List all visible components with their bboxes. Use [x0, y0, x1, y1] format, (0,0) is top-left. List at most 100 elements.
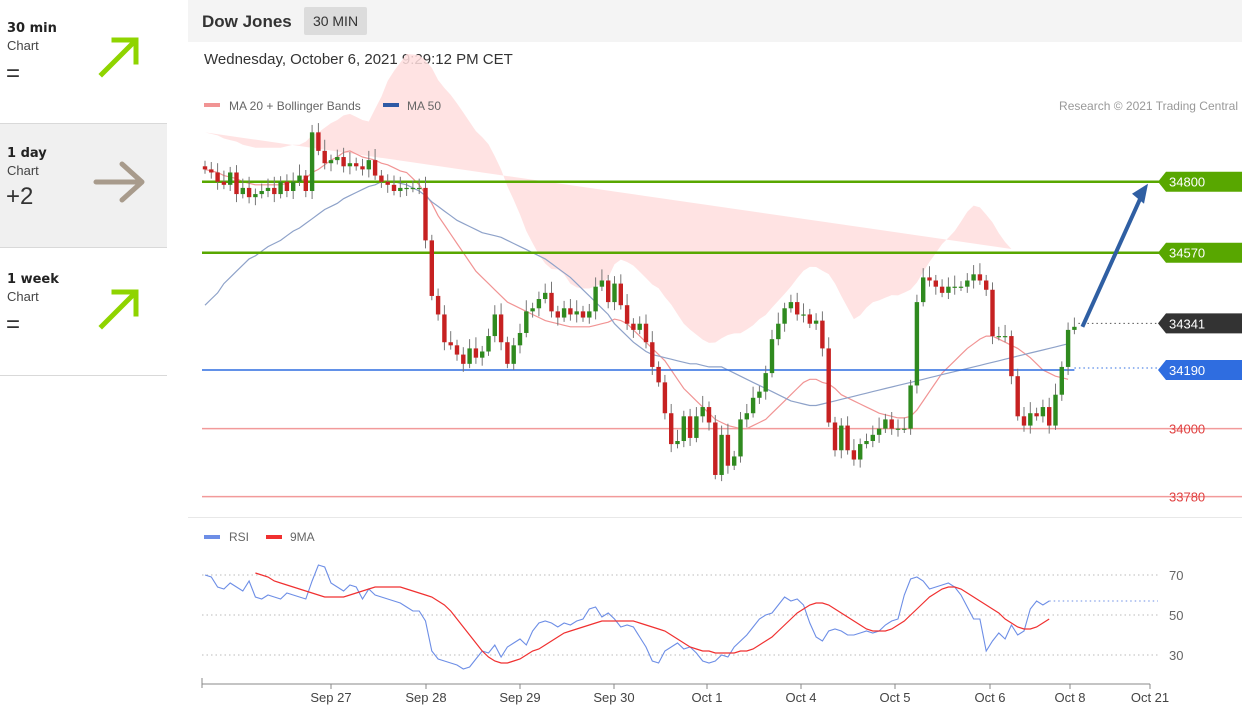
candle-body	[902, 428, 907, 430]
candle-body	[807, 314, 812, 324]
candle-body	[328, 160, 334, 164]
sidebar-item-1week[interactable]: 1 week Chart =	[0, 248, 167, 376]
candle-body	[1015, 376, 1020, 417]
forecast-arrow-head	[1132, 183, 1148, 204]
time-axis-label: Sep 27	[310, 690, 351, 705]
support-level-label: 34000	[1169, 422, 1205, 437]
candle-body	[303, 175, 308, 191]
candle-body	[587, 311, 592, 318]
rsi-tick-label: 30	[1169, 648, 1183, 663]
candle-body	[555, 311, 560, 318]
resistance-level-label: 34800	[1169, 175, 1205, 190]
sidebar: 30 min Chart = 1 day Chart +2 1 week Cha…	[0, 0, 167, 376]
candle-body	[908, 385, 913, 429]
ma9-legend-label: 9MA	[290, 530, 315, 544]
rsi-tick-label: 70	[1169, 568, 1183, 583]
candle-body	[372, 160, 378, 176]
candle-body	[1040, 407, 1046, 417]
candle-body	[398, 187, 403, 191]
candle-body	[990, 289, 995, 337]
resistance-level-label: 34570	[1169, 246, 1205, 261]
sidebar-period-label: 30 min	[7, 21, 57, 36]
candle-body	[429, 240, 434, 296]
candle-body	[360, 166, 365, 170]
candle-body	[316, 132, 321, 151]
candle-body	[246, 187, 252, 198]
pivot-level-label: 34190	[1169, 363, 1205, 378]
candle-body	[864, 441, 869, 445]
candle-body	[410, 187, 416, 190]
candle-body	[883, 419, 888, 429]
candle-body	[813, 320, 819, 324]
candle-body	[322, 150, 327, 164]
candle-body	[845, 425, 850, 451]
candle-body	[732, 456, 737, 466]
candle-body	[675, 441, 680, 445]
candle-body	[467, 348, 472, 364]
candle-body	[492, 314, 497, 337]
candle-body	[347, 163, 353, 167]
candle-body	[1065, 329, 1071, 367]
candle-body	[769, 339, 775, 374]
candle-body	[977, 274, 983, 281]
bollinger-band	[205, 53, 1012, 343]
time-axis-label: Oct 5	[879, 690, 910, 705]
ma20-line	[204, 150, 1069, 430]
ma50-legend-swatch	[383, 103, 399, 107]
candle-body	[826, 348, 831, 423]
instrument-title: Dow Jones	[202, 12, 292, 31]
candle-body	[839, 425, 844, 451]
candle-body	[725, 434, 731, 466]
time-axis-label: Oct 4	[785, 690, 816, 705]
sidebar-item-30min[interactable]: 30 min Chart =	[0, 0, 167, 124]
sidebar-period-label: 1 day	[7, 146, 47, 161]
candle-body	[454, 345, 460, 355]
candle-body	[234, 172, 239, 195]
candle-body	[341, 157, 346, 167]
candle-body	[404, 187, 409, 190]
candle-body	[278, 181, 283, 195]
time-axis-label: Oct 8	[1054, 690, 1085, 705]
candle-body	[687, 416, 693, 438]
candle-body	[209, 169, 214, 173]
candle-body	[379, 175, 384, 182]
candle-body	[473, 348, 479, 358]
candle-body	[448, 342, 453, 346]
candle-body	[820, 320, 825, 349]
candle-body	[801, 314, 806, 316]
time-axis: Sep 27 Sep 28 Sep 29 Sep 30 Oct 1 Oct 4 Oct 5 O…	[201, 678, 1169, 705]
sidebar-sub-label: Chart	[7, 163, 39, 178]
candle-body	[618, 283, 623, 306]
candle-body	[933, 280, 938, 287]
sidebar-item-1day[interactable]: 1 day Chart +2	[0, 124, 167, 248]
candle-body	[354, 163, 359, 167]
candle-body	[984, 280, 989, 290]
candle-body	[536, 299, 542, 309]
candle-body	[921, 277, 926, 303]
timeframe-badge[interactable]: 30 MIN	[304, 7, 367, 35]
candle-body	[939, 286, 945, 293]
candle-body	[946, 286, 951, 293]
sidebar-period-label: 1 week	[7, 272, 59, 287]
sidebar-sub-label: Chart	[7, 289, 39, 304]
candle-body	[914, 302, 920, 386]
bollinger-band-area	[205, 53, 1012, 343]
candle-body	[215, 172, 220, 182]
time-axis-label: Oct 1	[691, 690, 722, 705]
rsi-legend-label: RSI	[229, 530, 249, 544]
resistance-level-tag	[1158, 242, 1242, 263]
candle-body	[889, 419, 894, 429]
candle-body	[876, 428, 882, 435]
candle-body	[297, 175, 302, 182]
time-axis-label: Sep 29	[499, 690, 540, 705]
candles	[202, 123, 1077, 482]
candle-body	[284, 181, 290, 191]
candle-body	[669, 413, 674, 445]
candle-body	[795, 302, 800, 315]
ma50-legend-label: MA 50	[407, 99, 441, 113]
candle-body	[391, 184, 397, 191]
candle-body	[265, 187, 271, 191]
candle-body	[228, 172, 233, 185]
candle-body	[858, 444, 863, 460]
